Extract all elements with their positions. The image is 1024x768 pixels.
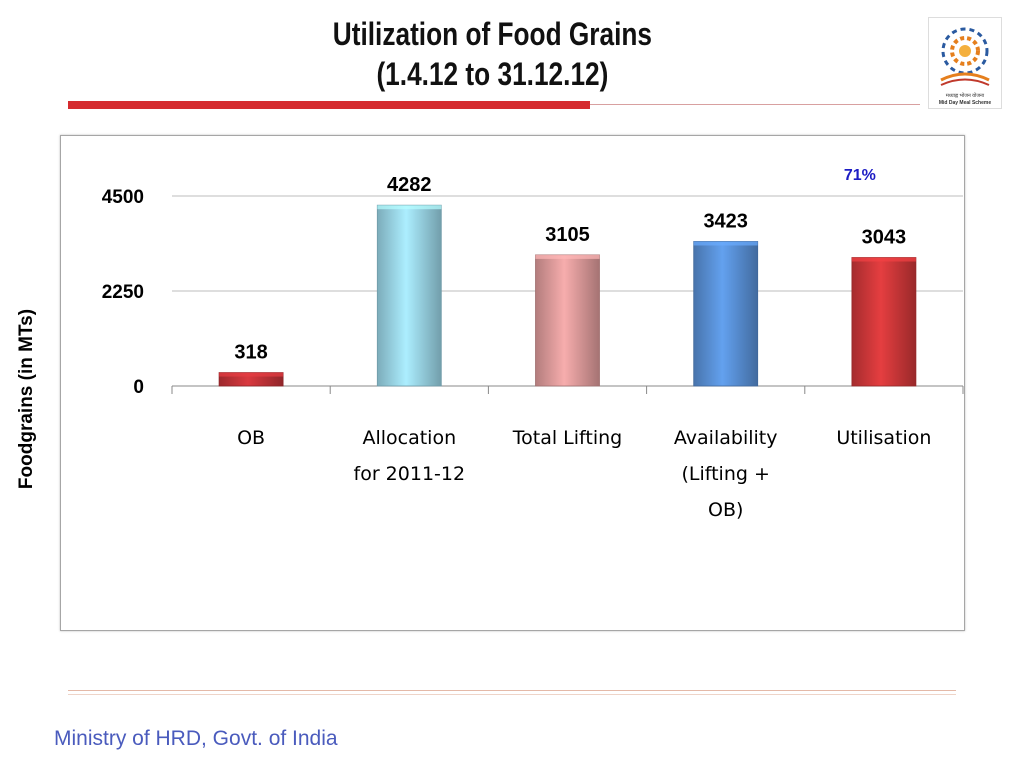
data-label: 3105 (545, 224, 590, 246)
footer-text: Ministry of HRD, Govt. of India (54, 727, 338, 750)
category-label: Utilisation (836, 427, 931, 449)
footer-rule (68, 690, 956, 691)
chart-panel (60, 135, 965, 631)
mid-day-meal-logo: मध्याह्न भोजन योजना Mid Day Meal Scheme (928, 17, 1002, 109)
data-label: 318 (234, 342, 267, 364)
y-axis-label: Foodgrains (in MTs) (16, 308, 37, 490)
bar-top-highlight (851, 257, 916, 262)
category-label: Allocation (362, 427, 456, 449)
title-thin-rule (590, 104, 920, 105)
category-label: Availability (674, 427, 778, 449)
slide-title: Utilization of Food Grains (1.4.12 to 31… (89, 14, 897, 94)
category-label: OB (237, 427, 265, 449)
category-label: Total Lifting (512, 427, 622, 449)
bar (851, 257, 917, 387)
footer-rule-secondary (68, 694, 956, 695)
category-label: for 2011-12 (354, 463, 466, 485)
logo-text-english: Mid Day Meal Scheme (938, 100, 992, 106)
category-label: OB) (708, 499, 743, 521)
title-underline (68, 101, 590, 109)
logo-text-hindi: मध्याह्न भोजन योजना (945, 93, 985, 99)
data-label: 3043 (862, 227, 907, 249)
data-label: 4282 (387, 174, 432, 196)
bar-top-highlight (535, 254, 600, 259)
y-tick-label: 4500 (102, 187, 144, 208)
title-line-1: Utilization of Food Grains (332, 16, 653, 52)
bar-top-highlight (693, 241, 758, 246)
logo-emblem-icon (940, 27, 990, 86)
bar (693, 241, 759, 387)
bar (376, 204, 442, 387)
y-tick-label: 0 (133, 377, 144, 398)
bar-top-highlight (219, 372, 284, 377)
bar-top-highlight (377, 205, 442, 210)
utilisation-percent-annotation: 71% (844, 167, 876, 184)
title-line-2: (1.4.12 to 31.12.12) (376, 56, 609, 92)
y-tick-label: 2250 (102, 282, 144, 303)
data-label: 3423 (703, 210, 748, 232)
bar (535, 254, 600, 387)
category-label: (Lifting + (681, 463, 769, 485)
